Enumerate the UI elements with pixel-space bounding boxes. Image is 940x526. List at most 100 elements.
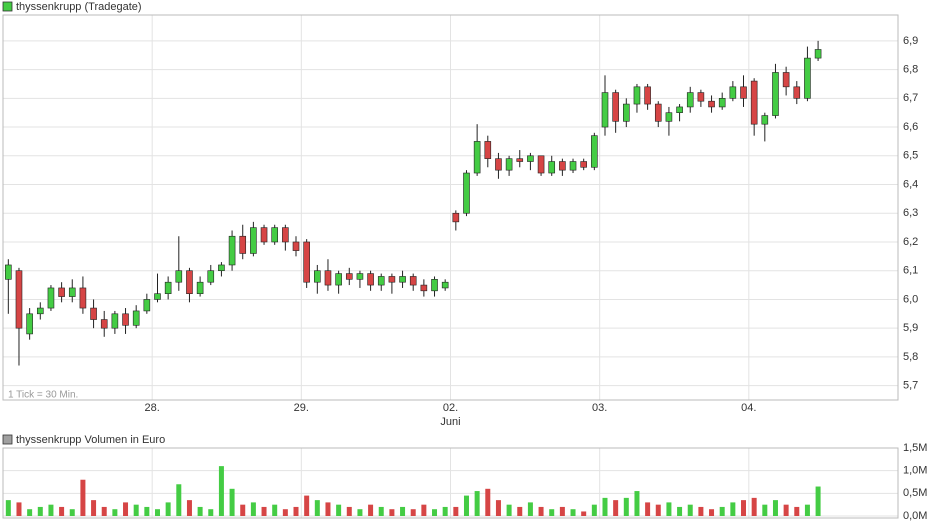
y-tick-label: 6,6: [903, 121, 918, 133]
candle-body: [90, 307, 97, 320]
candle-body: [388, 276, 396, 283]
candle-body: [654, 103, 662, 122]
candle-body: [420, 284, 428, 292]
volume-bar: [655, 504, 661, 516]
legend-swatch: [2, 434, 13, 445]
volume-bar: [741, 500, 747, 516]
volume-bar: [581, 511, 587, 516]
candle-body: [250, 227, 257, 254]
volume-bar: [176, 484, 182, 516]
candle-body: [292, 241, 300, 251]
candle-body: [793, 86, 801, 99]
legend-swatch: [2, 1, 13, 12]
volume-bar: [91, 500, 97, 516]
volume-bar: [485, 488, 491, 516]
volume-bar: [304, 495, 310, 516]
volume-bar: [80, 479, 86, 516]
candle-body: [111, 313, 119, 329]
volume-bar: [432, 509, 438, 516]
annotation: 1 Tick = 30 Min.: [8, 390, 78, 401]
volume-bar: [591, 504, 597, 516]
volume-bar: [197, 506, 203, 516]
volume-bar: [474, 491, 480, 516]
y-tick-label: 1,0M: [903, 465, 927, 477]
volume-bar: [208, 509, 214, 516]
x-tick-label: 28.: [145, 402, 160, 414]
y-tick-label: 6,7: [903, 92, 918, 104]
candle-body: [644, 86, 651, 105]
candle-body: [623, 103, 630, 122]
volume-bar: [133, 504, 139, 516]
volume-bar: [186, 500, 192, 516]
candle-body: [463, 172, 470, 214]
volume-panel: 0,0M 0,5M 1,0M 1,5M: [3, 442, 927, 522]
volume-bar: [421, 504, 427, 516]
volume-bar: [709, 509, 715, 516]
candle-body: [750, 80, 758, 125]
y-tick-label: 5,8: [903, 351, 918, 363]
volume-bar: [549, 509, 555, 516]
candle-body: [697, 92, 705, 102]
candle-body: [207, 270, 215, 283]
volume-bar: [37, 506, 43, 516]
volume-bar: [357, 509, 363, 516]
candle-body: [505, 158, 513, 171]
volume-bar: [517, 506, 523, 516]
y-tick-label: 5,9: [903, 322, 918, 334]
candle-body: [740, 86, 747, 99]
volume-bar: [293, 506, 299, 516]
volume-bar: [666, 502, 672, 516]
volume-bar: [677, 506, 683, 516]
candle-body: [516, 158, 524, 162]
volume-bar: [762, 504, 768, 516]
volume-bar: [154, 509, 160, 516]
y-tick-label: 6,0: [903, 293, 918, 305]
volume-bar: [442, 506, 448, 516]
volume-bar: [218, 466, 224, 516]
candle-body: [782, 72, 790, 88]
x-sublabel: Juni: [440, 416, 460, 428]
candle-body: [218, 264, 225, 272]
candle-body: [580, 161, 587, 168]
candle-body: [569, 161, 577, 171]
candle-body: [665, 112, 673, 122]
volume-bar: [346, 506, 352, 516]
candle-body: [47, 287, 55, 309]
y-tick-label: 5,7: [903, 380, 918, 392]
y-tick-label: 6,5: [903, 150, 918, 162]
candle-body: [175, 270, 183, 283]
volume-bar: [623, 497, 629, 516]
candle-body: [303, 241, 310, 283]
candle-body: [484, 141, 492, 159]
legend-label: thyssenkrupp Volumen in Euro: [16, 434, 165, 446]
volume-bar: [123, 502, 129, 516]
volume-bar: [314, 500, 320, 516]
candle-body: [196, 281, 204, 294]
volume-bar: [101, 506, 107, 516]
candle-body: [612, 92, 619, 122]
volume-bar: [463, 495, 469, 516]
volume-bar: [325, 502, 331, 516]
volume-bar: [570, 509, 576, 516]
candle-body: [345, 273, 353, 280]
y-tick-label: 0,0M: [903, 510, 927, 522]
volume-bar: [602, 497, 608, 516]
candle-body: [591, 135, 598, 168]
volume-bar: [506, 504, 512, 516]
volume-bar: [378, 506, 384, 516]
volume-bar: [538, 506, 544, 516]
y-tick-label: 6,4: [903, 178, 918, 190]
candle-body: [804, 57, 811, 99]
volume-bar: [282, 509, 288, 516]
volume-bar: [783, 504, 789, 516]
volume-bar: [5, 500, 11, 516]
volume-bar: [772, 500, 778, 516]
candle-body: [154, 293, 161, 300]
volume-bar: [495, 500, 501, 516]
volume-bar: [112, 509, 118, 516]
volume-bar: [751, 497, 757, 516]
volume-bar: [698, 506, 704, 516]
volume-bar: [59, 506, 65, 516]
volume-bar: [613, 500, 619, 516]
